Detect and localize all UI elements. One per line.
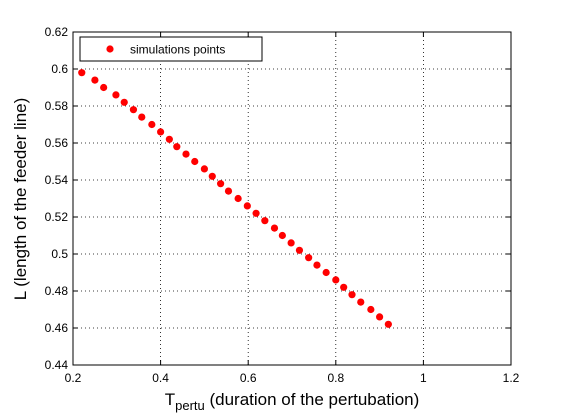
data-point — [252, 209, 260, 217]
data-point — [313, 261, 321, 269]
y-tick-label: 0.44 — [45, 358, 69, 372]
x-axis-label: Tpertu (duration of the pertubation) — [165, 390, 420, 413]
legend: simulations points — [79, 36, 263, 62]
data-point — [112, 91, 120, 99]
data-point — [129, 106, 138, 114]
x-tick-label: 1 — [420, 371, 427, 385]
data-point — [100, 83, 108, 92]
data-point — [157, 128, 165, 136]
data-point — [208, 172, 216, 180]
data-point — [357, 298, 365, 306]
data-point — [305, 254, 313, 262]
data-point — [120, 98, 128, 106]
x-tick-label: 0.4 — [152, 371, 169, 385]
data-points — [78, 69, 392, 328]
data-point — [243, 202, 251, 210]
data-point — [367, 305, 375, 314]
x-tick-label: 0.8 — [327, 371, 344, 385]
x-axis-label-subscript: pertu — [175, 398, 205, 413]
data-point — [340, 283, 348, 291]
data-point — [287, 239, 295, 247]
y-axis-label: L (length of the feeder line) — [11, 98, 30, 301]
legend-marker — [106, 45, 114, 53]
legend-label: simulations points — [130, 43, 225, 57]
x-tick-label: 0.6 — [240, 371, 257, 385]
y-tick-label: 0.62 — [45, 25, 69, 39]
y-tick-label: 0.48 — [45, 284, 69, 298]
data-point — [173, 143, 181, 151]
y-tick-label: 0.52 — [45, 210, 69, 224]
data-point — [217, 180, 225, 188]
data-point — [148, 120, 156, 129]
data-point — [191, 157, 199, 166]
data-point — [165, 135, 173, 143]
data-point — [200, 165, 208, 173]
y-tick-label: 0.46 — [45, 321, 69, 335]
y-tick-label: 0.6 — [51, 62, 68, 76]
data-point — [332, 276, 340, 284]
x-axis-label-rest: (duration of the pertubation) — [205, 390, 420, 409]
data-point — [322, 268, 330, 277]
x-axis-label-main: T — [165, 390, 175, 409]
data-point — [261, 217, 269, 225]
data-point — [182, 150, 190, 158]
data-point — [234, 194, 242, 203]
x-tick-label: 0.2 — [65, 371, 82, 385]
plot-area-frame — [72, 31, 512, 366]
data-point — [384, 320, 392, 328]
y-tick-label: 0.5 — [51, 247, 68, 261]
data-point — [138, 113, 146, 121]
axis-ticks: 0.2 0.4 0.6 0.8 1 1.2 0.44 0.46 0.48 0.5 0.52 0.54 0… — [45, 25, 520, 385]
data-point — [348, 291, 356, 299]
data-point — [270, 224, 279, 232]
grid — [73, 32, 511, 365]
data-point — [78, 69, 86, 77]
data-point — [224, 187, 233, 195]
y-tick-label: 0.54 — [45, 173, 69, 187]
x-tick-label: 1.2 — [503, 371, 520, 385]
data-point — [278, 231, 286, 240]
data-point — [295, 246, 304, 254]
data-point — [376, 313, 384, 321]
y-tick-label: 0.58 — [45, 99, 69, 113]
data-point — [91, 76, 99, 84]
y-tick-label: 0.56 — [45, 136, 69, 150]
